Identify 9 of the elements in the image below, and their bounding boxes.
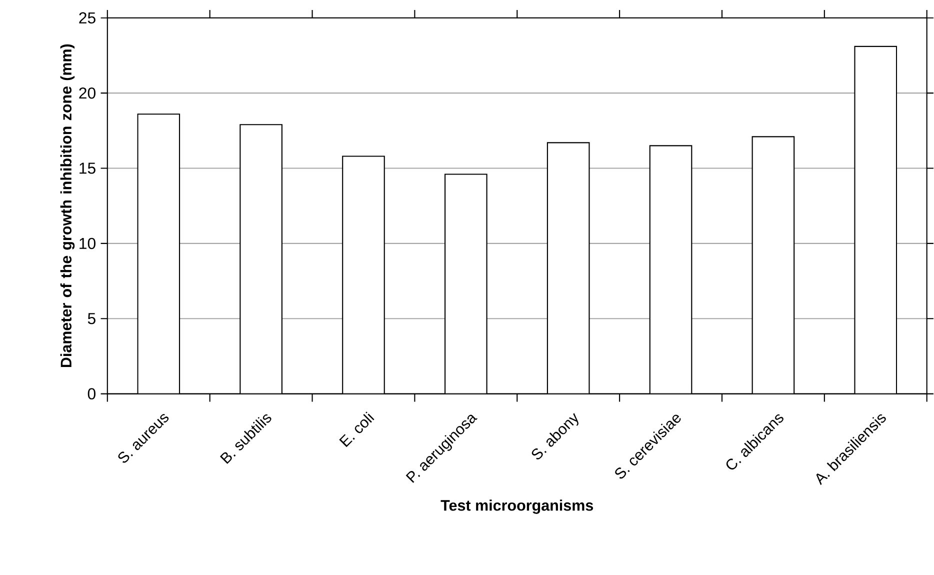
y-tick-label: 20 [79, 88, 96, 99]
y-tick-label: 15 [80, 162, 96, 174]
x-axis-title: Test microorganisms [440, 500, 594, 514]
x-tick-label: E. coli [339, 412, 374, 448]
y-tick-label: 0 [88, 388, 96, 400]
y-tick-label: 5 [88, 313, 96, 324]
y-axis-title: Diameter of the growth inhibition zone (mm) [60, 44, 75, 368]
y-tick-label: 25 [79, 12, 96, 24]
y-tick-label: 10 [80, 238, 96, 250]
